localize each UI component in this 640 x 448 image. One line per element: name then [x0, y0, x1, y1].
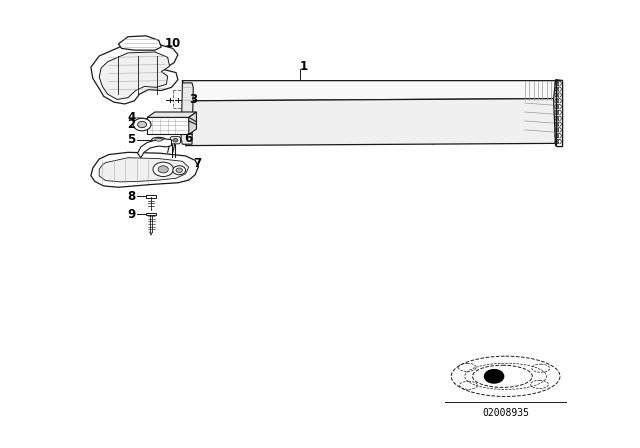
- Polygon shape: [170, 137, 180, 144]
- Text: 3: 3: [189, 93, 198, 107]
- Text: 1: 1: [300, 60, 308, 73]
- Ellipse shape: [451, 356, 560, 396]
- Ellipse shape: [155, 138, 163, 141]
- Polygon shape: [118, 36, 161, 50]
- Text: 6: 6: [184, 132, 193, 146]
- Bar: [146, 213, 156, 215]
- Circle shape: [173, 166, 186, 175]
- Text: 5: 5: [127, 133, 136, 146]
- Polygon shape: [147, 117, 189, 134]
- Polygon shape: [189, 112, 196, 134]
- Polygon shape: [99, 158, 189, 182]
- Polygon shape: [91, 44, 178, 104]
- Text: 9: 9: [127, 207, 136, 221]
- Polygon shape: [99, 52, 170, 99]
- Polygon shape: [138, 139, 172, 158]
- Text: 2: 2: [127, 118, 136, 131]
- Circle shape: [173, 138, 178, 142]
- Circle shape: [176, 168, 182, 172]
- Ellipse shape: [152, 138, 166, 142]
- Text: 7: 7: [193, 157, 202, 170]
- Text: 4: 4: [127, 111, 136, 124]
- Polygon shape: [556, 80, 562, 146]
- Polygon shape: [186, 99, 560, 146]
- Polygon shape: [181, 83, 193, 144]
- Circle shape: [158, 166, 168, 173]
- Polygon shape: [554, 80, 562, 146]
- Circle shape: [153, 162, 173, 177]
- Text: 02008935: 02008935: [482, 408, 529, 418]
- Bar: [146, 195, 156, 198]
- Circle shape: [133, 118, 151, 131]
- Polygon shape: [91, 152, 198, 187]
- Polygon shape: [147, 112, 196, 117]
- Text: 8: 8: [127, 190, 136, 203]
- Text: 10: 10: [165, 37, 181, 51]
- Circle shape: [138, 121, 147, 128]
- Polygon shape: [182, 81, 560, 101]
- Polygon shape: [556, 80, 562, 146]
- Circle shape: [484, 370, 504, 383]
